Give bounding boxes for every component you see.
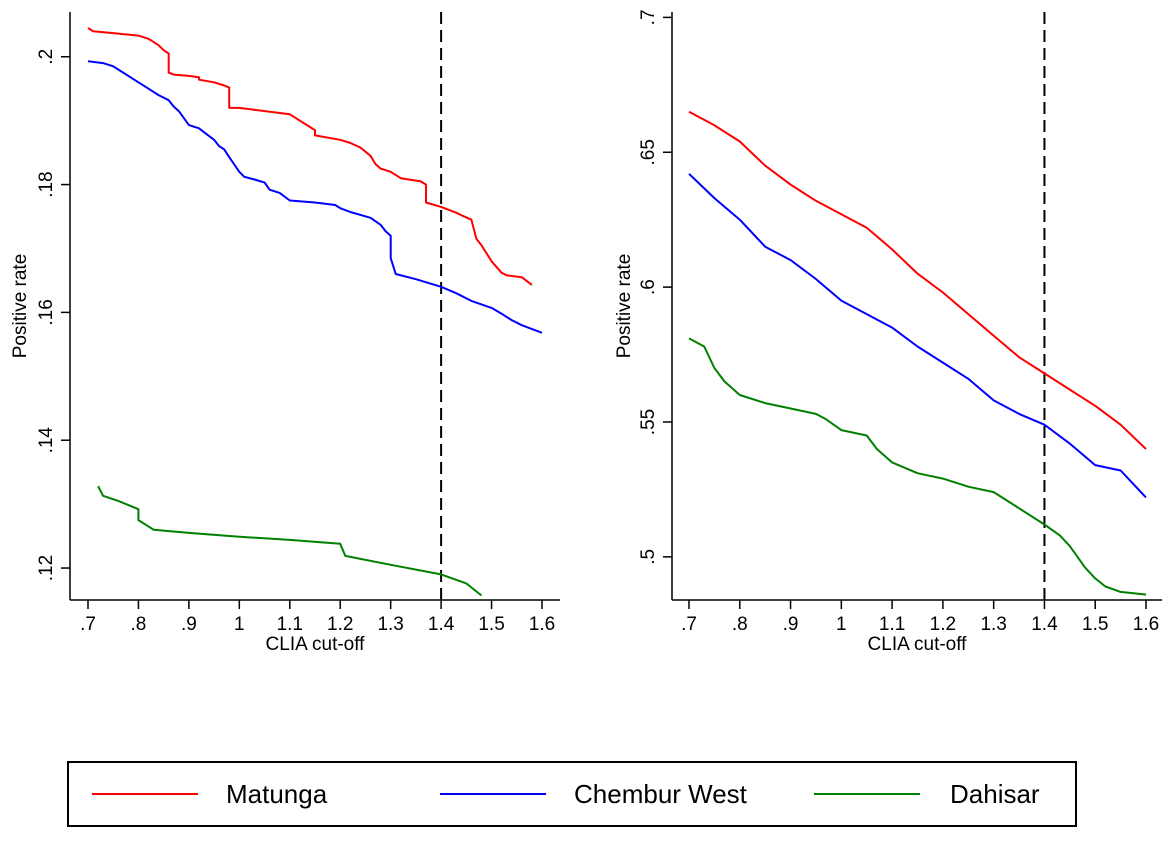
x-tick-label: 1.5	[1082, 614, 1108, 635]
x-tick-label: .8	[732, 614, 748, 635]
series-line-dahisar	[688, 337, 1147, 596]
x-tick-label: .7	[80, 614, 96, 635]
x-tick-label: 1.2	[930, 614, 956, 635]
x-tick-label: .9	[181, 614, 197, 635]
x-tick-label: 1.1	[879, 614, 905, 635]
x-tick-label: 1.1	[277, 614, 303, 635]
series-line-dahisar	[97, 485, 483, 597]
y-tick-label: .6	[638, 279, 659, 295]
legend-box	[67, 761, 1077, 827]
series-line-matunga	[87, 27, 533, 286]
x-tick-label: 1.6	[529, 614, 555, 635]
x-tick-label: 1.4	[428, 614, 455, 635]
x-tick-label: 1.2	[327, 614, 353, 635]
legend-label-chembur-west: Chembur West	[574, 779, 748, 809]
y-tick-label: .16	[36, 299, 57, 325]
right-panel: .7 .8 .9 1 1.1 1.2 1.3 1.4 1.5 1.6 .5 .55 .6 .65 .7 CLI…	[614, 9, 1162, 655]
x-tick-label: 1.3	[980, 614, 1006, 635]
x-axis-title: CLIA cut-off	[868, 634, 968, 655]
y-tick-label: .65	[638, 139, 659, 165]
y-tick-label: .2	[36, 49, 57, 65]
x-tick-label: .8	[131, 614, 147, 635]
y-axis-title: Positive rate	[10, 254, 31, 359]
x-tick-label: .7	[681, 614, 697, 635]
x-tick-label: 1	[234, 614, 245, 635]
y-axis-title: Positive rate	[614, 254, 635, 359]
x-axis-title: CLIA cut-off	[266, 634, 366, 655]
x-tick-label: 1.6	[1133, 614, 1159, 635]
x-tick-label: .9	[783, 614, 799, 635]
x-tick-label: 1.4	[1031, 614, 1058, 635]
x-tick-label: 1	[836, 614, 847, 635]
series-line-chembur-west	[688, 173, 1147, 499]
legend-label-dahisar: Dahisar	[950, 779, 1040, 809]
legend-label-matunga: Matunga	[226, 779, 328, 809]
y-tick-label: .7	[638, 9, 659, 25]
y-tick-label: .12	[36, 555, 57, 581]
y-tick-label: .55	[638, 409, 659, 435]
series-line-chembur-west	[87, 60, 543, 334]
x-tick-label: 1.3	[377, 614, 403, 635]
y-tick-label: .5	[638, 549, 659, 565]
left-panel: .7 .8 .9 1 1.1 1.2 1.3 1.4 1.5 1.6 .12 .14 .16 .18 .2 C…	[10, 12, 560, 655]
x-tick-label: 1.5	[478, 614, 504, 635]
y-tick-label: .18	[36, 171, 57, 197]
y-tick-label: .14	[36, 427, 57, 454]
series-line-matunga	[688, 110, 1147, 450]
legend: Matunga Chembur West Dahisar	[67, 761, 1077, 827]
